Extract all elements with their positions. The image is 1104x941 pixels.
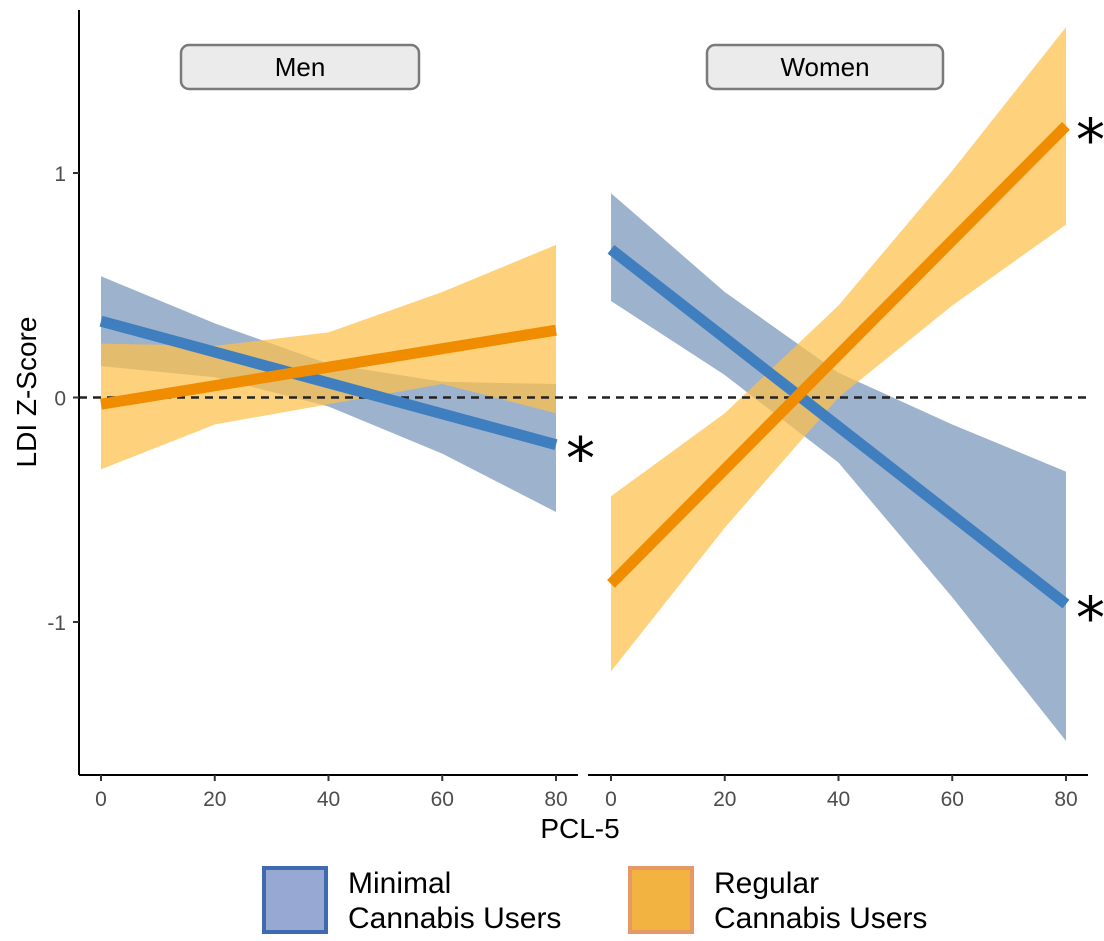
x-tick-label-women-40: 40 (827, 788, 850, 811)
legend-label-regular-line1: Regular (714, 866, 927, 901)
x-tick-label-men-40: 40 (317, 788, 340, 811)
x-tick-label-men-80: 80 (544, 788, 567, 811)
significance-marker-men-minimal: * (566, 425, 595, 493)
facet-label-women: Women (780, 52, 869, 82)
legend-label-regular: Regular Cannabis Users (714, 866, 927, 936)
legend-item-regular: Regular Cannabis Users (628, 866, 927, 936)
x-tick-label-men-60: 60 (431, 788, 454, 811)
legend-label-minimal: Minimal Cannabis Users (348, 866, 561, 936)
significance-marker-women-minimal: * (1076, 584, 1104, 652)
legend-key-regular (628, 866, 694, 934)
legend-label-regular-line2: Cannabis Users (714, 901, 927, 936)
x-tick-label-women-20: 20 (713, 788, 736, 811)
legend-item-minimal: Minimal Cannabis Users (262, 866, 561, 936)
y-tick-label-1: 1 (54, 163, 66, 186)
x-tick-label-men-0: 0 (95, 788, 107, 811)
legend-label-minimal-line2: Cannabis Users (348, 901, 561, 936)
legend: Minimal Cannabis Users Regular Cannabis … (0, 860, 1104, 941)
chart-area: * 0 20 40 60 80 Men * * 0 20 40 60 80 Women -1 0 1 PCL-5 LD… (0, 0, 1104, 860)
significance-marker-women-regular: * (1076, 106, 1104, 174)
x-axis-title: PCL-5 (540, 813, 619, 844)
x-tick-label-women-80: 80 (1054, 788, 1077, 811)
legend-label-minimal-line1: Minimal (348, 866, 561, 901)
y-tick-label--1: -1 (47, 612, 66, 635)
y-axis-title: LDI Z-Score (11, 317, 42, 468)
facet-label-men: Men (275, 52, 326, 82)
y-tick-label-0: 0 (54, 388, 66, 411)
legend-key-minimal (262, 866, 328, 934)
x-tick-label-women-0: 0 (605, 788, 617, 811)
x-tick-label-men-20: 20 (203, 788, 226, 811)
x-tick-label-women-60: 60 (941, 788, 964, 811)
